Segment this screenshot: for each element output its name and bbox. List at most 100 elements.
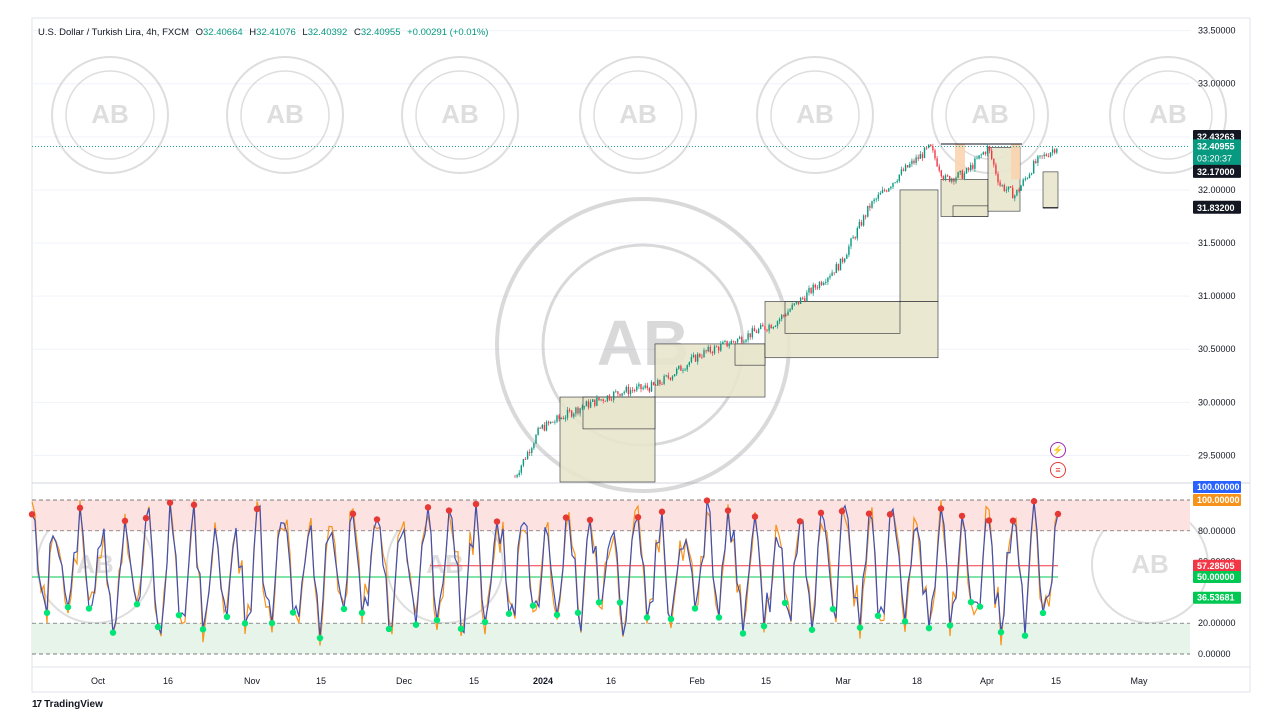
chart-border (31, 17, 1251, 693)
overbought-dot (751, 513, 759, 520)
oversold-dot (901, 618, 909, 625)
oscillator-tick-label: 20.00000 (1198, 618, 1236, 628)
oversold-dot (667, 615, 675, 623)
candle-body (625, 386, 627, 392)
overbought-dot (445, 507, 453, 514)
candle-body (787, 311, 789, 316)
price-axis-label-bg (1193, 200, 1241, 214)
candle-body (648, 388, 651, 392)
candle-body (592, 399, 594, 402)
candle-body (942, 176, 945, 180)
watermark-seal-inner (65, 70, 155, 160)
supply-demand-zone (582, 396, 656, 430)
candle-body (789, 309, 791, 312)
candle-body (869, 205, 871, 208)
overbought-dot (985, 517, 993, 524)
watermark-initials: AB (1149, 99, 1187, 129)
time-axis-label: 15 (761, 676, 771, 686)
candle-body (741, 337, 743, 343)
candle-body (520, 465, 522, 473)
overbought-dot (1030, 498, 1038, 505)
candle-body (921, 154, 924, 159)
overbought-dot (166, 499, 174, 506)
candle-body (736, 338, 739, 343)
candle-body (1028, 174, 1031, 179)
oscillator-axis-label-bg (1193, 571, 1241, 583)
time-axis-label: 18 (912, 676, 922, 686)
overbought-dot (142, 514, 150, 522)
oversold-dot (175, 611, 183, 619)
watermark-seal-inner (593, 70, 683, 160)
watermark-initials: AB (1131, 549, 1169, 579)
price-tick-label: 32.00000 (1198, 185, 1236, 195)
candle-body (1056, 148, 1058, 153)
candle-body (718, 346, 720, 351)
candle-body (1054, 149, 1056, 153)
candle-body (802, 297, 804, 299)
candle-body (867, 205, 869, 217)
candle-body (823, 283, 825, 285)
oversold-dot (595, 599, 603, 606)
candle-body (972, 164, 974, 169)
candle-body (623, 391, 625, 394)
candle-body (1014, 195, 1016, 199)
overbought-dot (424, 504, 432, 511)
candle-body (739, 337, 741, 339)
candle-body (984, 152, 987, 154)
candle-body (697, 354, 699, 362)
oversold-dot (268, 619, 276, 627)
candle-body (705, 350, 707, 352)
lightning-icon[interactable]: ⚡ (1050, 442, 1066, 458)
time-axis-label: May (1130, 676, 1148, 686)
candle-body (957, 172, 959, 178)
candle-body (575, 407, 577, 414)
candle-body (587, 401, 590, 408)
us-flag-icon[interactable]: ≡ (1050, 462, 1066, 478)
candle-body (676, 368, 678, 375)
price-tick-label: 31.50000 (1198, 238, 1236, 248)
overbought-dot (586, 516, 594, 524)
price-tick-label: 31.00000 (1198, 291, 1236, 301)
tradingview-logo[interactable]: 17 TradingView (32, 699, 103, 710)
candle-body (692, 354, 695, 357)
open-value: 32.40664 (203, 27, 243, 38)
candles-layer (514, 143, 1058, 479)
candle-body (871, 201, 873, 208)
overbought-dot (76, 504, 84, 512)
overbought-dot (937, 505, 945, 512)
watermark-seal (226, 56, 344, 174)
candle-body (873, 199, 875, 202)
candle-body (892, 182, 894, 187)
candle-body (573, 413, 575, 417)
overbought-dot (796, 518, 804, 525)
candle-body (902, 169, 905, 171)
candle-body (1016, 189, 1018, 196)
candle-body (713, 346, 716, 354)
candle-body (602, 399, 604, 401)
candle-body (533, 443, 535, 449)
time-axis-label: 16 (606, 676, 616, 686)
candle-body (1007, 186, 1010, 190)
watermark-initials: AB (971, 99, 1009, 129)
oversold-dot (856, 624, 864, 631)
candle-body (541, 425, 543, 429)
overbought-dot (562, 514, 570, 521)
time-axis-label: 15 (469, 676, 479, 686)
candle-body (642, 387, 644, 390)
oversold-dot (529, 602, 537, 609)
oversold-dot (691, 605, 699, 612)
oscillator-tick-label: 0.00000 (1198, 649, 1231, 659)
candle-body (917, 157, 919, 159)
time-axis-label: Apr (980, 676, 994, 686)
oscillator-axis-label: 100.00000 (1197, 495, 1240, 505)
oversold-dot (1039, 609, 1047, 617)
oscillator-tick-label: 80.00000 (1198, 526, 1236, 536)
candle-body (1033, 161, 1035, 174)
candle-body (1039, 155, 1041, 157)
watermark-seal (1109, 56, 1227, 174)
candle-body (844, 258, 846, 262)
oversold-dot (43, 609, 51, 616)
candle-body (858, 222, 861, 229)
